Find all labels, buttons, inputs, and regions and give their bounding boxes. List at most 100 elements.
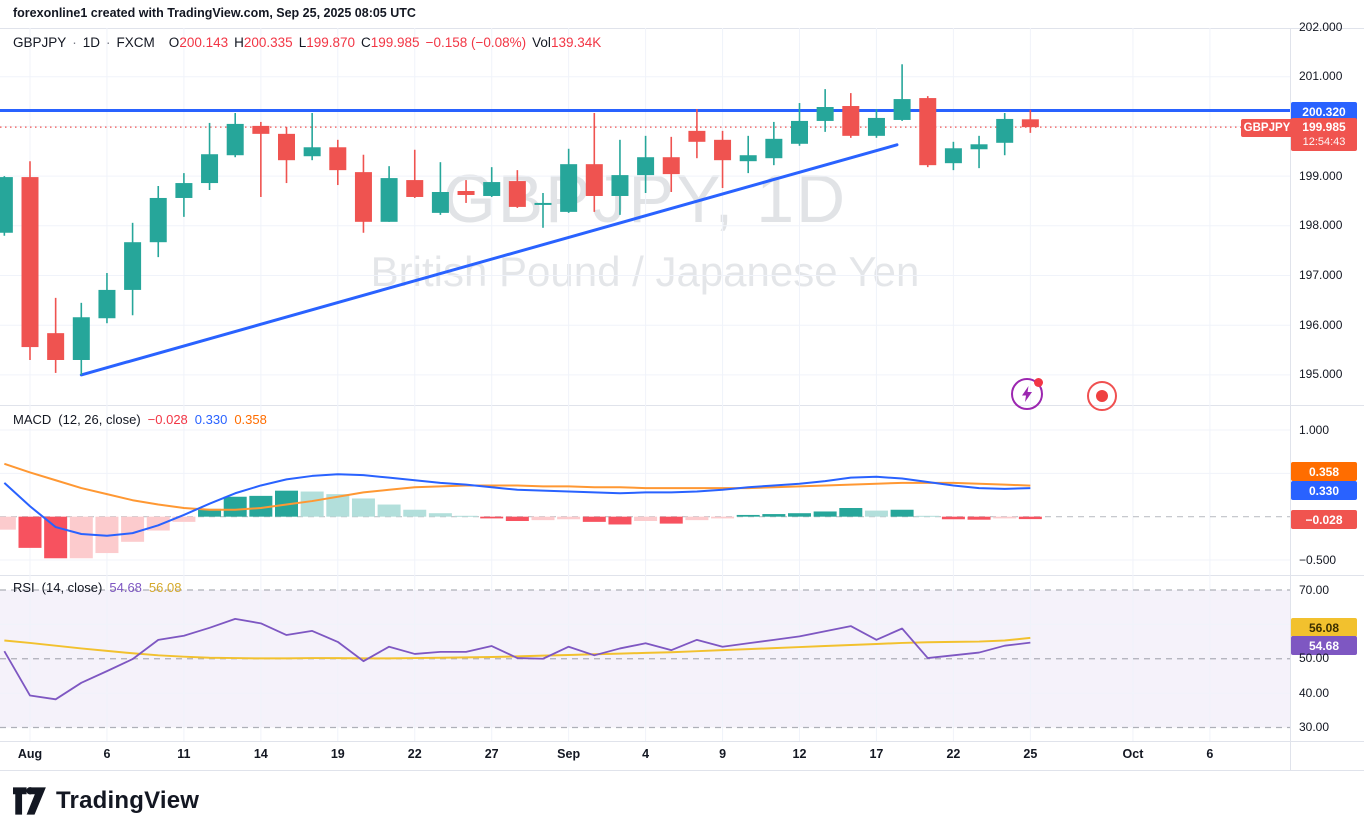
macd-histogram-bar: [557, 516, 581, 520]
macd-histogram-bar: [69, 516, 93, 559]
candle-Sep 11: [765, 121, 783, 166]
rsi-indicator-pane[interactable]: [0, 575, 1290, 741]
macd-histogram-bar: [454, 515, 478, 517]
time-axis-label-Oct[interactable]: Oct: [1122, 747, 1144, 761]
macd-pane-separator[interactable]: [0, 405, 1364, 406]
candle-Aug 1: [21, 161, 39, 360]
candle-Sep 25: [1021, 109, 1039, 133]
time-axis-label-22[interactable]: 22: [946, 747, 961, 761]
price-scale-label[interactable]: 196.000: [1299, 317, 1343, 332]
candle-Aug 12: [201, 122, 219, 191]
time-axis-label-4[interactable]: 4: [642, 747, 650, 761]
macd-histogram-bar: [0, 516, 16, 530]
macd-histogram-bar: [326, 494, 350, 517]
rsi-scale-label[interactable]: 40.00: [1299, 685, 1330, 700]
candle-Sep 8: [688, 109, 706, 159]
candle-Sep 3: [611, 139, 629, 215]
macd-histogram-bar: [172, 516, 196, 522]
rsi-scale-label[interactable]: 30.00: [1299, 720, 1330, 734]
candle-Aug 11: [175, 173, 193, 217]
candle-Aug 19: [329, 139, 347, 186]
macd-histogram-bar: [608, 516, 632, 525]
candle-Sep 1: [560, 148, 578, 213]
rsi-pane-separator[interactable]: [0, 575, 1364, 576]
attribution-text: forexonline1 created with TradingView.co…: [13, 6, 416, 20]
level-price-badge: 200.320: [1291, 102, 1357, 121]
chart-top-border: [0, 28, 1364, 29]
bar-countdown: 12:54:43: [1302, 135, 1346, 148]
macd-histogram-bar: [505, 516, 529, 522]
candle-Sep 18: [893, 64, 911, 121]
instant-alert-icon[interactable]: [1011, 378, 1043, 410]
candle-Sep 19: [919, 96, 937, 168]
tradingview-logo[interactable]: TradingView: [13, 786, 199, 816]
candle-Aug 15: [278, 126, 295, 184]
price-scale-label[interactable]: 198.000: [1299, 218, 1343, 233]
macd-histogram-bar: [659, 516, 683, 524]
macd-histogram-bar: [403, 509, 427, 517]
candle-Sep 2: [585, 112, 603, 212]
time-axis-label-17[interactable]: 17: [869, 747, 884, 761]
macd-histogram-bar: [788, 513, 811, 517]
alert-notification-dot: [1034, 378, 1043, 387]
time-axis-label-Sep[interactable]: Sep: [557, 747, 581, 761]
separator-dot: ·: [72, 35, 77, 50]
rsi-legend[interactable]: RSI (14, close) 54.68 56.08: [13, 580, 181, 595]
time-axis-label-9[interactable]: 9: [719, 747, 727, 761]
macd-line-value: 0.330: [194, 412, 228, 427]
symbol-legend[interactable]: GBPJPY · 1D · FXCM O200.143 H200.335 L19…: [13, 35, 601, 50]
ohlc-open: O200.143: [168, 35, 229, 50]
macd-histogram-bar: [223, 496, 247, 517]
time-axis-label-12[interactable]: 12: [792, 747, 807, 761]
time-axis-label-25[interactable]: 25: [1023, 747, 1038, 761]
macd-signal-value: 0.358: [234, 412, 267, 427]
candle-Aug 13: [226, 112, 244, 158]
macd-line: [3, 473, 1031, 537]
price-scale-label[interactable]: 202.000: [1299, 19, 1343, 34]
time-axis-label-6[interactable]: 6: [1206, 747, 1214, 761]
candle-Aug 22: [406, 149, 424, 198]
time-axis-label-11[interactable]: 11: [177, 747, 191, 761]
volume: Vol139.34K: [532, 35, 602, 50]
macd-indicator-pane[interactable]: [0, 405, 1290, 575]
last-price: 199.985: [1302, 119, 1346, 134]
time-axis-label-Aug[interactable]: Aug: [17, 747, 43, 761]
time-axis-label-27[interactable]: 27: [484, 747, 499, 761]
price-pane-candlestick-chart[interactable]: [0, 28, 1290, 405]
price-scale-label[interactable]: 199.000: [1299, 168, 1343, 183]
macd-title[interactable]: MACD: [13, 412, 52, 427]
macd-scale-label[interactable]: −0.500: [1299, 552, 1337, 567]
macd-histogram-bar: [582, 516, 606, 522]
rsi-scale-label[interactable]: 50.00: [1299, 651, 1330, 666]
price-scale-label[interactable]: 197.000: [1299, 268, 1343, 282]
time-axis-label-19[interactable]: 19: [330, 747, 345, 761]
symbol-name[interactable]: GBPJPY: [13, 35, 67, 50]
macd-params: (12, 26, close): [58, 412, 141, 427]
candle-Aug 28: [508, 170, 526, 208]
rsi-ma-value: 56.08: [148, 580, 182, 595]
macd-histogram-bar: [480, 516, 504, 519]
timeframe[interactable]: 1D: [82, 35, 101, 50]
macd-histogram-bar: [736, 514, 760, 517]
macd-histogram-bar: [864, 510, 888, 517]
macd-signal-badge: 0.358: [1291, 462, 1357, 481]
macd-histogram-bar: [121, 516, 145, 542]
macd-histogram-bar: [813, 511, 837, 517]
rsi-title[interactable]: RSI: [13, 580, 35, 595]
time-axis-label-14[interactable]: 14: [253, 747, 268, 761]
lightning-bolt-icon: [1022, 386, 1032, 402]
time-axis-label-22[interactable]: 22: [407, 747, 422, 761]
rsi-scale-label[interactable]: 70.00: [1299, 582, 1330, 597]
separator-dot: ·: [106, 35, 111, 50]
ascending-trendline: [79, 143, 899, 377]
symbol-price-label-pill: GBPJPY: [1241, 119, 1293, 137]
price-scale-label[interactable]: 195.000: [1299, 367, 1343, 382]
price-scale-label[interactable]: 201.000: [1299, 69, 1343, 84]
record-bar-replay-icon[interactable]: [1087, 381, 1117, 411]
candle-Sep 4: [637, 135, 655, 193]
price-axis-border: [1290, 28, 1291, 770]
macd-legend[interactable]: MACD (12, 26, close) −0.028 0.330 0.358: [13, 412, 267, 427]
macd-scale-label[interactable]: 1.000: [1299, 422, 1330, 437]
time-axis-label-6[interactable]: 6: [103, 747, 111, 761]
exchange[interactable]: FXCM: [116, 35, 155, 50]
